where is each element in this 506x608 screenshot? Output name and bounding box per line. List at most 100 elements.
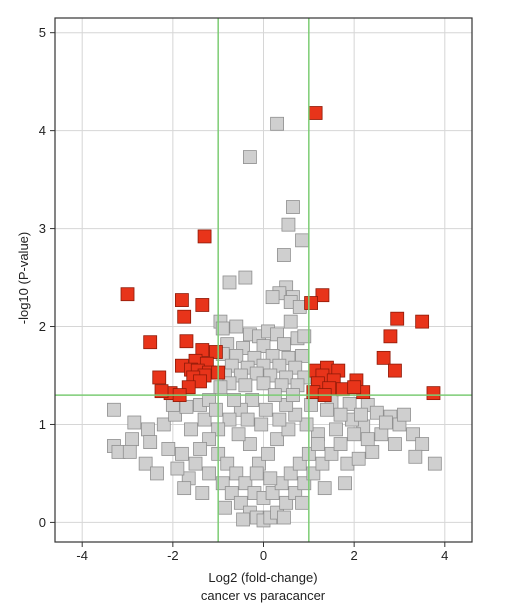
x-tick-label: 2	[351, 548, 358, 563]
nonsignificant-point	[347, 427, 362, 442]
nonsignificant-point	[254, 417, 269, 432]
significant-point	[209, 345, 223, 359]
significant-point	[383, 329, 398, 344]
y-tick-label: 4	[39, 123, 46, 138]
nonsignificant-point	[338, 476, 352, 491]
nonsignificant-point	[107, 402, 121, 417]
significant-point	[177, 309, 192, 324]
nonsignificant-point	[188, 456, 203, 471]
nonsignificant-point	[286, 200, 300, 214]
nonsignificant-point	[295, 233, 309, 248]
y-axis-label: -log10 (P-value)	[16, 232, 31, 325]
nonsignificant-point	[209, 402, 223, 417]
nonsignificant-point	[299, 417, 314, 432]
nonsignificant-point	[256, 376, 271, 391]
y-tick-label: 5	[39, 25, 46, 40]
significant-point	[175, 293, 189, 307]
nonsignificant-point	[276, 510, 291, 525]
nonsignificant-point	[397, 407, 411, 422]
significant-point	[376, 350, 391, 365]
nonsignificant-point	[295, 495, 309, 510]
significant-point	[315, 288, 330, 303]
nonsignificant-point	[179, 399, 194, 414]
nonsignificant-point	[333, 437, 348, 451]
nonsignificant-point	[227, 393, 241, 407]
nonsignificant-point	[388, 437, 402, 451]
nonsignificant-point	[317, 481, 332, 496]
significant-point	[304, 296, 318, 310]
nonsignificant-point	[215, 321, 230, 336]
nonsignificant-point	[304, 397, 318, 412]
significant-point	[347, 380, 362, 395]
significant-point	[308, 106, 323, 120]
nonsignificant-point	[193, 442, 207, 456]
nonsignificant-point	[143, 435, 158, 449]
nonsignificant-point	[127, 415, 142, 430]
x-tick-label: -4	[76, 548, 88, 563]
nonsignificant-point	[202, 466, 217, 481]
x-tick-label: 0	[260, 548, 267, 563]
nonsignificant-point	[365, 444, 380, 459]
nonsignificant-point	[354, 407, 368, 422]
x-axis-label: Log2 (fold-change)	[208, 570, 317, 585]
nonsignificant-point	[184, 422, 198, 437]
x-tick-label: -2	[167, 548, 179, 563]
nonsignificant-point	[231, 427, 246, 442]
nonsignificant-point	[297, 329, 312, 344]
grid-lines	[55, 18, 472, 542]
nonsignificant-point	[427, 456, 442, 471]
y-tick-label: 0	[39, 515, 46, 530]
y-tick-label: 1	[39, 417, 46, 432]
nonsignificant-point	[295, 349, 309, 363]
nonsignificant-point	[236, 512, 251, 527]
significant-point	[152, 370, 167, 385]
nonsignificant-point	[177, 481, 192, 496]
nonsignificant-point	[238, 378, 253, 393]
y-tick-label: 2	[39, 319, 46, 334]
significant-point	[197, 229, 212, 244]
significant-point	[415, 314, 430, 329]
y-tick-label: 3	[39, 221, 46, 236]
x-tick-label: 4	[441, 548, 448, 563]
significant-point	[390, 311, 405, 326]
nonsignificant-point	[270, 432, 284, 447]
nonsignificant-point	[270, 116, 284, 131]
nonsignificant-point	[329, 422, 343, 437]
significant-point	[388, 363, 402, 378]
nonsignificant-point	[222, 412, 237, 427]
significant-point	[143, 335, 158, 350]
nonsignificant-point	[161, 442, 176, 456]
nonsignificant-point	[281, 217, 296, 232]
nonsignificant-point	[320, 402, 334, 417]
nonsignificant-point	[222, 275, 237, 290]
axis-ticks: -4 -2 0 2 4 0 1 2 3 4 5	[39, 25, 449, 563]
significant-point	[179, 334, 194, 349]
significant-point	[120, 287, 135, 302]
nonsignificant-point	[243, 437, 257, 451]
nonsignificant-point	[195, 486, 210, 500]
nonsignificant-point	[197, 412, 212, 427]
nonsignificant-point	[360, 432, 375, 447]
nonsignificant-point	[243, 150, 257, 164]
nonsignificant-point	[125, 432, 139, 447]
x-axis-sublabel: cancer vs paracancer	[201, 588, 326, 603]
nonsignificant-point	[238, 270, 253, 285]
nonsignificant-point	[213, 380, 228, 395]
nonsignificant-point	[218, 500, 232, 515]
nonsignificant-point	[310, 437, 325, 451]
nonsignificant-point	[150, 466, 164, 481]
threshold-lines	[55, 18, 472, 542]
nonsignificant-point	[351, 451, 366, 466]
significant-point	[195, 298, 210, 312]
nonsignificant-point	[156, 417, 171, 432]
significant-points	[120, 106, 441, 402]
nonsignificant-point	[229, 319, 244, 334]
nonsignificant-point	[249, 466, 264, 481]
nonsignificant-point	[175, 446, 189, 461]
nonsignificant-point	[122, 444, 137, 459]
nonsignificant-point	[333, 407, 348, 422]
nonsignificant-point	[245, 393, 260, 407]
nonsignificant-point	[342, 396, 357, 411]
nonsignificant-point	[258, 402, 273, 417]
